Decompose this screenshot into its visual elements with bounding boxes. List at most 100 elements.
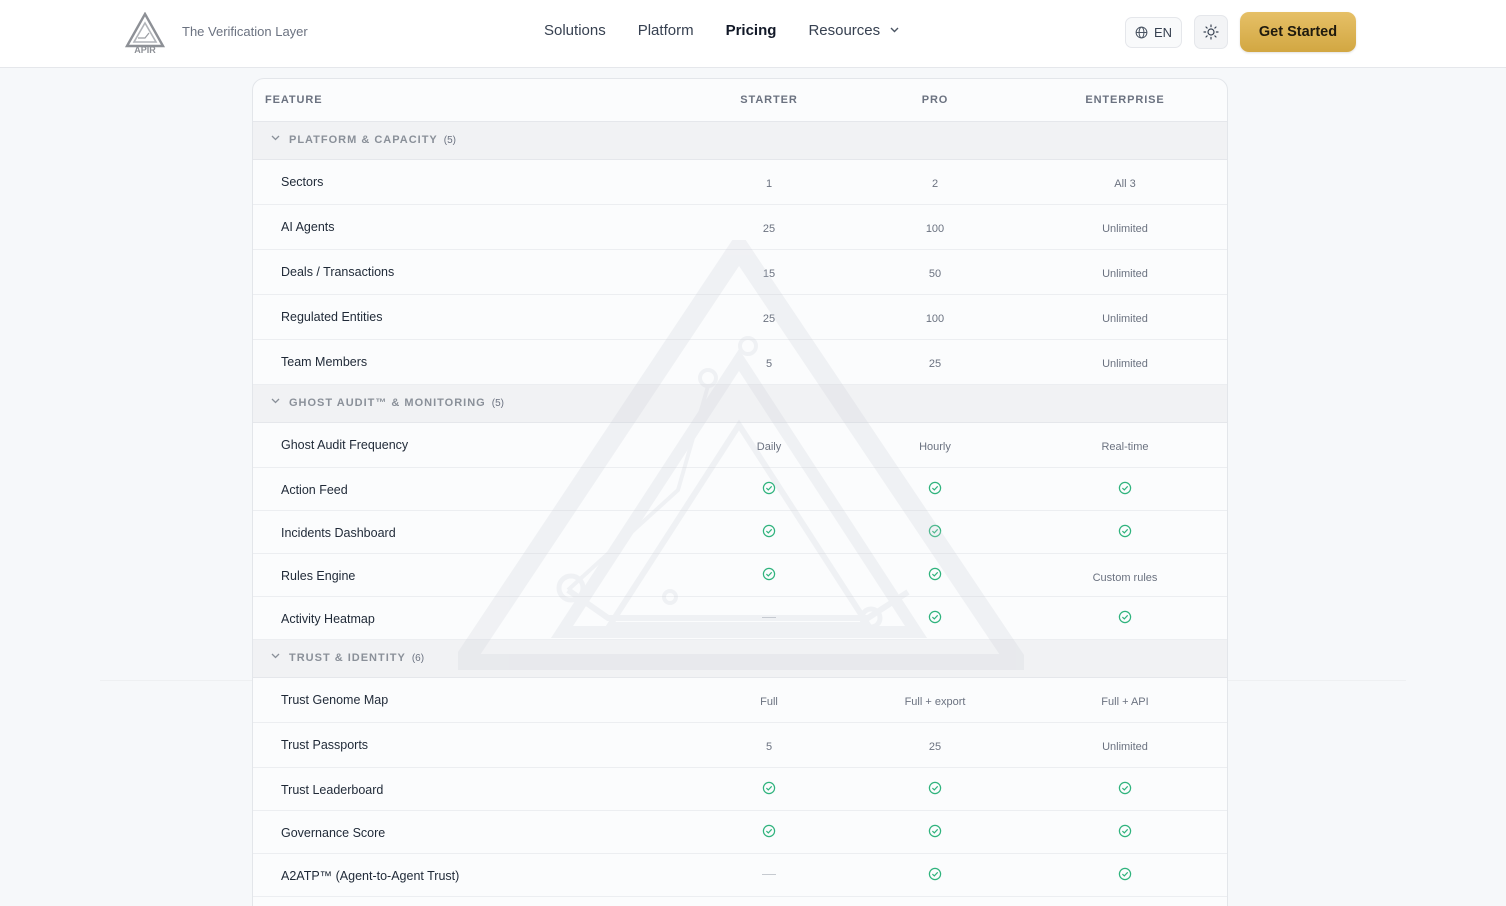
- check-circle-icon: [928, 524, 942, 538]
- table-row: A2ATP™ (Agent-to-Agent Trust): [253, 854, 1227, 897]
- cell-enterprise-included: [1061, 524, 1189, 540]
- cell-starter: Daily: [756, 441, 782, 453]
- column-header-enterprise: ENTERPRISE: [1085, 94, 1165, 106]
- cell-enterprise: Unlimited: [1102, 741, 1148, 753]
- sun-icon: [1203, 24, 1219, 40]
- cell-starter: 25: [762, 313, 776, 325]
- get-started-button[interactable]: Get Started: [1240, 12, 1356, 52]
- cell-starter: 5: [765, 358, 773, 370]
- cell-starter: 15: [762, 268, 776, 280]
- column-header-feature: FEATURE: [265, 94, 323, 106]
- cell-pro-included: [885, 610, 985, 626]
- feature-comparison-table: FEATURE STARTER PRO ENTERPRISE PLATFORM …: [252, 78, 1228, 906]
- cell-pro: 25: [928, 358, 942, 370]
- table-row: Sectors 1 2 All 3: [253, 160, 1227, 205]
- menu-solutions[interactable]: Solutions: [544, 22, 606, 39]
- table-row: Incidents Dashboard: [253, 511, 1227, 554]
- table-row: Ghost Audit Frequency Daily Hourly Real-tim…: [253, 423, 1227, 468]
- feature-name: AI Agents: [281, 220, 335, 234]
- feature-name: Sectors: [281, 175, 324, 189]
- category-group-header[interactable]: GHOST AUDIT™ & MONITORING (5): [253, 385, 1227, 423]
- table-row: AI Agents 25 100 Unlimited: [253, 205, 1227, 250]
- check-circle-icon: [928, 824, 942, 838]
- category-title-text: PLATFORM & CAPACITY: [289, 134, 438, 146]
- cell-starter-included: [719, 481, 819, 497]
- feature-name: Deals / Transactions: [281, 265, 395, 279]
- dash-icon: [762, 617, 776, 618]
- feature-name: Incidents Dashboard: [281, 526, 396, 540]
- check-circle-icon: [1118, 481, 1132, 495]
- cell-pro: 2: [931, 178, 939, 190]
- tagline: The Verification Layer: [182, 24, 308, 39]
- menu-resources[interactable]: Resources: [808, 22, 899, 39]
- table-body: PLATFORM & CAPACITY (5) Sectors 1 2 All 3 AI A…: [253, 122, 1227, 897]
- chevron-down-icon: [271, 398, 280, 404]
- cell-pro: 50: [928, 268, 942, 280]
- table-row: Governance Score: [253, 811, 1227, 854]
- cell-enterprise-included: [1061, 867, 1189, 883]
- check-circle-icon: [1118, 610, 1132, 624]
- cell-pro-included: [885, 567, 985, 583]
- dash-icon: [762, 874, 776, 875]
- cell-pro: Hourly: [919, 441, 951, 453]
- table-row: Trust Genome Map Full Full + export Full + …: [253, 678, 1227, 723]
- feature-name: Ghost Audit Frequency: [281, 438, 409, 452]
- language-label: EN: [1153, 25, 1173, 40]
- table-row: Deals / Transactions 15 50 Unlimited: [253, 250, 1227, 295]
- feature-name: Team Members: [281, 355, 368, 369]
- check-circle-icon: [762, 824, 776, 838]
- check-circle-icon: [928, 781, 942, 795]
- category-title: PLATFORM & CAPACITY (5): [289, 134, 456, 146]
- menu-resources-label: Resources: [808, 22, 881, 39]
- cell-pro: 100: [925, 313, 945, 325]
- feature-name: A2ATP™ (Agent-to-Agent Trust): [281, 869, 460, 883]
- top-navbar: APIR The Verification Layer Solutions Pl…: [0, 0, 1506, 68]
- cell-starter: 1: [765, 178, 773, 190]
- cell-enterprise: Unlimited: [1102, 268, 1148, 280]
- cell-starter-included: [719, 824, 819, 840]
- cell-enterprise: Custom rules: [1092, 572, 1158, 584]
- category-count: (5): [491, 398, 504, 409]
- feature-name: Action Feed: [281, 483, 348, 497]
- table-row: Rules Engine Custom rules: [253, 554, 1227, 597]
- category-group-header[interactable]: PLATFORM & CAPACITY (5): [253, 122, 1227, 160]
- category-group-header[interactable]: TRUST & IDENTITY (6): [253, 640, 1227, 678]
- cell-pro-included: [885, 867, 985, 883]
- menu-pricing[interactable]: Pricing: [725, 22, 777, 39]
- cell-pro: 100: [925, 223, 945, 235]
- check-circle-icon: [928, 481, 942, 495]
- feature-name: Regulated Entities: [281, 310, 383, 324]
- table-row: Regulated Entities 25 100 Unlimited: [253, 295, 1227, 340]
- theme-toggle-button[interactable]: [1194, 15, 1228, 49]
- check-circle-icon: [762, 567, 776, 581]
- cell-enterprise: Unlimited: [1102, 313, 1148, 325]
- feature-name: Trust Genome Map: [281, 693, 389, 707]
- category-count: (6): [411, 653, 425, 664]
- language-selector[interactable]: EN: [1125, 17, 1182, 48]
- check-circle-icon: [928, 610, 942, 624]
- category-title-text: TRUST & IDENTITY: [289, 652, 406, 664]
- check-circle-icon: [928, 867, 942, 881]
- apir-logo[interactable]: APIR: [124, 12, 166, 54]
- table-row: Activity Heatmap: [253, 597, 1227, 640]
- cell-enterprise-included: [1061, 481, 1189, 497]
- feature-name: Rules Engine: [281, 569, 356, 583]
- check-circle-icon: [762, 481, 776, 495]
- cell-pro-included: [885, 781, 985, 797]
- check-circle-icon: [1118, 824, 1132, 838]
- feature-name: Trust Passports: [281, 738, 369, 752]
- menu-platform[interactable]: Platform: [637, 22, 694, 39]
- table-header: FEATURE STARTER PRO ENTERPRISE: [253, 79, 1227, 122]
- check-circle-icon: [762, 781, 776, 795]
- table-row: Team Members 5 25 Unlimited: [253, 340, 1227, 385]
- cell-enterprise: Real-time: [1101, 441, 1149, 453]
- cell-pro-included: [885, 481, 985, 497]
- cell-starter: Full: [760, 696, 778, 708]
- category-title: TRUST & IDENTITY (6): [289, 652, 424, 664]
- cell-enterprise-included: [1061, 610, 1189, 626]
- cell-starter-not-included: [719, 610, 819, 626]
- cell-starter-included: [719, 567, 819, 583]
- cell-enterprise: Full + API: [1101, 696, 1149, 708]
- check-circle-icon: [1118, 867, 1132, 881]
- cell-pro-included: [885, 524, 985, 540]
